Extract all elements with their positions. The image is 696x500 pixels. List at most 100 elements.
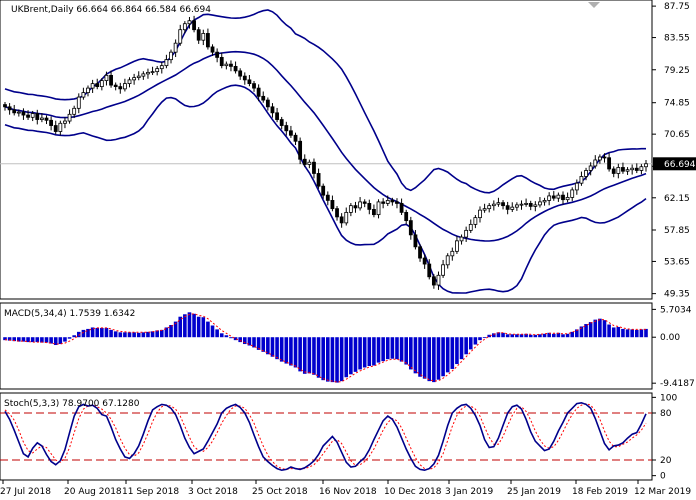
price-bar — [524, 198, 529, 207]
price-pane[interactable] — [0, 0, 653, 300]
macd-histogram-bar — [445, 337, 450, 373]
chart-shift-marker-icon[interactable] — [588, 2, 600, 8]
macd-histogram-bar — [335, 337, 339, 383]
price-bar — [233, 61, 238, 74]
price-scale-label: 49.35 — [664, 290, 690, 300]
macd-histogram-bar — [422, 337, 427, 379]
macd-histogram-bar — [224, 335, 229, 338]
price-bar — [395, 198, 399, 209]
price-bar — [16, 109, 21, 117]
price-bar — [30, 110, 35, 122]
price-scale-label: 79.25 — [664, 66, 690, 76]
macd-histogram-bar — [496, 332, 501, 338]
macd-histogram-bar — [598, 318, 602, 338]
macd-histogram-bar — [399, 337, 404, 362]
stoch-pane[interactable] — [0, 392, 653, 481]
price-bar — [26, 110, 30, 120]
price-bar — [436, 271, 441, 290]
macd-histogram-bar — [21, 337, 26, 342]
macd-histogram-bar — [164, 327, 169, 338]
price-bar — [72, 105, 77, 119]
macd-histogram-bar — [395, 337, 399, 360]
macd-histogram-bar — [381, 337, 385, 362]
price-bar — [169, 49, 173, 64]
macd-histogram-bar — [266, 337, 270, 355]
price-bar — [408, 216, 413, 240]
macd-histogram-bar — [602, 320, 607, 338]
price-bar — [441, 259, 445, 278]
macd-histogram-bar — [353, 337, 358, 372]
price-bar — [206, 28, 210, 50]
price-bar — [570, 187, 575, 202]
macd-histogram-bar — [26, 337, 30, 343]
macd-histogram-bar — [302, 337, 307, 374]
macd-histogram-bar — [312, 337, 316, 375]
macd-histogram-bar — [533, 334, 538, 338]
macd-histogram-bar — [279, 337, 284, 362]
macd-histogram-bar — [247, 337, 252, 346]
macd-histogram-bar — [206, 321, 210, 338]
price-bar — [109, 70, 113, 88]
macd-histogram-bar — [76, 331, 81, 338]
macd-histogram-bar — [90, 327, 95, 338]
price-bar — [196, 27, 201, 44]
macd-histogram-bar — [109, 329, 113, 338]
macd-histogram-bar — [7, 337, 12, 341]
price-bar — [367, 199, 372, 215]
macd-histogram-bar — [561, 334, 565, 338]
macd-histogram-bar — [159, 329, 164, 338]
price-bar — [588, 162, 593, 176]
macd-histogram-bar — [505, 334, 510, 338]
stoch-header-label: Stoch(5,3,3) 78.9700 67.1280 — [4, 399, 140, 409]
price-bar — [81, 87, 86, 100]
price-bar — [556, 192, 561, 202]
macd-histogram-bar — [478, 337, 482, 341]
macd-histogram-bar — [575, 329, 579, 338]
price-bar — [159, 61, 164, 74]
price-bar — [256, 84, 261, 102]
macd-histogram-bar — [201, 317, 206, 338]
macd-histogram-bar — [321, 337, 325, 381]
price-bar — [565, 192, 570, 203]
time-axis-label: 11 Sep 2018 — [122, 487, 179, 497]
macd-histogram-bar — [3, 337, 7, 341]
macd-histogram-bar — [519, 334, 524, 338]
macd-histogram-bar — [86, 328, 90, 338]
price-bar — [593, 155, 598, 169]
macd-histogram-bar — [607, 324, 611, 338]
macd-histogram-bar — [178, 316, 183, 338]
price-header-label: UKBrent,Daily 66.664 66.864 66.584 66.69… — [11, 5, 211, 15]
macd-histogram-bar — [515, 334, 519, 338]
price-bar — [625, 167, 630, 175]
price-bar — [372, 204, 376, 218]
price-bar — [413, 229, 418, 250]
macd-histogram-bar — [123, 332, 127, 338]
macd-histogram-bar — [293, 337, 298, 368]
price-bar — [376, 199, 381, 219]
price-bar — [399, 198, 404, 216]
macd-histogram-bar — [482, 337, 487, 339]
macd-histogram-bar — [270, 337, 275, 357]
price-bar — [293, 132, 298, 146]
price-bar — [302, 154, 307, 168]
price-bar — [427, 259, 432, 280]
price-bar — [579, 171, 584, 186]
price-bar — [330, 195, 335, 212]
price-bar — [136, 71, 141, 81]
macd-histogram-bar — [510, 334, 515, 338]
price-bar — [501, 200, 505, 210]
macd-histogram-bar — [473, 337, 478, 345]
macd-histogram-bar — [344, 337, 349, 378]
price-bar — [621, 162, 625, 174]
macd-histogram-bar — [565, 333, 570, 338]
price-bar — [574, 179, 579, 195]
macd-histogram-bar — [183, 314, 187, 338]
price-bar — [146, 68, 150, 79]
price-scale-label: 62.15 — [664, 194, 690, 204]
macd-histogram-bar — [49, 337, 53, 344]
macd-pane[interactable] — [0, 302, 653, 390]
price-bar — [173, 39, 178, 58]
price-bar — [53, 120, 58, 135]
macd-histogram-bar — [455, 337, 459, 365]
price-bar — [242, 72, 247, 85]
